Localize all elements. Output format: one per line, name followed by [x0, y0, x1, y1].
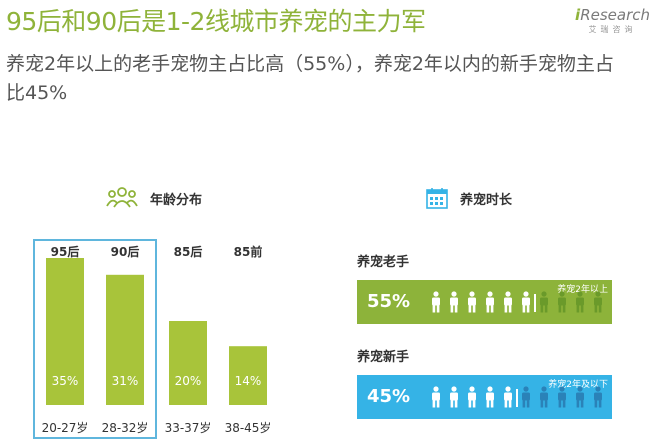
person-icon	[501, 291, 515, 313]
newbie-owner-percent: 45%	[367, 386, 411, 407]
person-icon	[591, 386, 605, 408]
bar-value-label: 20%	[175, 374, 202, 388]
person-icon	[519, 291, 533, 313]
age-range-label: 20-27岁	[42, 420, 89, 435]
person-icon	[591, 291, 605, 313]
newbie-owner-bar: 45% 养宠2年及以下	[357, 375, 612, 419]
split-divider	[516, 389, 518, 407]
person-icon	[537, 291, 551, 313]
veteran-owner-bar: 55% 养宠2年以上	[357, 280, 612, 324]
veteran-owner-label: 养宠老手	[357, 255, 410, 270]
newbie-people-icons	[429, 386, 609, 408]
person-icon	[429, 291, 443, 313]
page-subtitle: 养宠2年以上的老手宠物主占比高（55%），养宠2年以内的新手宠物主占比45%	[6, 53, 614, 104]
age-section-label: 年龄分布	[150, 192, 203, 208]
person-icon	[465, 386, 479, 408]
logo-text: Research	[580, 6, 650, 24]
iresearch-logo: iResearch 艾瑞咨询	[575, 6, 650, 35]
person-icon	[483, 291, 497, 313]
newbie-owner-desc: 养宠2年及以下	[548, 380, 608, 390]
bar-value-label: 31%	[112, 374, 139, 388]
calendar-icon	[426, 188, 448, 209]
bar-95后	[46, 258, 84, 405]
bar-85前	[229, 346, 267, 405]
person-icon	[555, 291, 569, 313]
bar-value-label: 14%	[235, 374, 262, 388]
split-divider	[534, 294, 536, 312]
category-label: 90后	[111, 244, 140, 259]
person-icon	[447, 386, 461, 408]
age-range-label: 33-37岁	[165, 420, 212, 435]
veteran-owner-percent: 55%	[367, 291, 411, 312]
veteran-owner-desc: 养宠2年以上	[557, 285, 608, 295]
person-icon	[447, 291, 461, 313]
highlight-frame	[33, 239, 157, 439]
people-group-icon	[106, 187, 138, 208]
page-title: 95后和90后是1-2线城市养宠的主力军	[6, 7, 426, 36]
logo-subtext: 艾瑞咨询	[588, 25, 637, 34]
newbie-owner-label: 养宠新手	[357, 350, 410, 365]
person-icon	[483, 386, 497, 408]
bar-85后	[169, 321, 207, 405]
category-label: 85前	[234, 244, 263, 259]
category-label: 85后	[174, 244, 203, 259]
person-icon	[573, 386, 587, 408]
bar-value-label: 35%	[52, 374, 79, 388]
person-icon	[429, 386, 443, 408]
age-range-label: 38-45岁	[225, 420, 272, 435]
duration-section-label: 养宠时长	[460, 192, 513, 208]
category-label: 95后	[51, 244, 80, 259]
bar-90后	[106, 274, 144, 405]
person-icon	[573, 291, 587, 313]
age-distribution-chart: 35% 95后 20-27岁 31% 90后 28-32岁 20% 85后 33-37岁 14% 8…	[33, 239, 272, 439]
logo-accent: i	[575, 6, 581, 24]
person-icon	[537, 386, 551, 408]
veteran-people-icons	[429, 291, 609, 313]
person-icon	[555, 386, 569, 408]
age-range-label: 28-32岁	[102, 420, 149, 435]
duration-section-header: 养宠时长	[426, 187, 512, 209]
person-icon	[465, 291, 479, 313]
person-icon	[519, 386, 533, 408]
person-icon	[501, 386, 515, 408]
age-section-header: 年龄分布	[106, 185, 202, 211]
